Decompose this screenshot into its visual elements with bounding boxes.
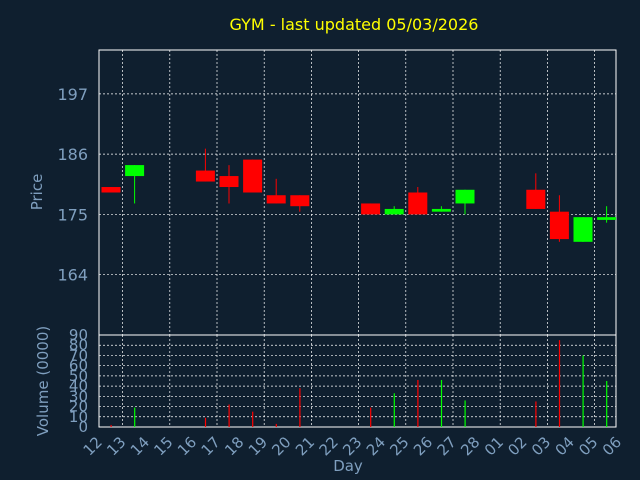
candlesticks bbox=[101, 148, 617, 242]
volume-bar bbox=[393, 393, 395, 427]
candle-body bbox=[266, 195, 286, 204]
x-axis-ticks: 1213141516171819202122232425262728010203… bbox=[80, 433, 625, 459]
candle-body bbox=[549, 211, 569, 240]
volume-bars bbox=[110, 340, 608, 427]
candle-body bbox=[573, 217, 593, 242]
price-grid bbox=[99, 50, 616, 335]
volume-tick-label: 70 bbox=[69, 346, 88, 364]
volume-tick-label: 60 bbox=[69, 357, 88, 375]
candle-body bbox=[219, 176, 239, 188]
volume-bar bbox=[204, 417, 207, 427]
price-tick-label: 175 bbox=[57, 205, 88, 224]
candle-body bbox=[431, 208, 451, 212]
candle-body bbox=[384, 208, 404, 215]
candle-body bbox=[243, 159, 263, 193]
volume-tick-label: 20 bbox=[69, 398, 88, 416]
candle-body bbox=[455, 189, 475, 204]
volume-bar bbox=[275, 423, 277, 427]
price-axis-label: Price bbox=[28, 174, 46, 211]
candle-body bbox=[290, 195, 310, 207]
volume-grid bbox=[99, 334, 616, 428]
volume-tick-label: 0 bbox=[78, 418, 88, 436]
volume-bar bbox=[134, 407, 136, 427]
volume-tick-label: 80 bbox=[69, 336, 88, 354]
chart-title: GYM - last updated 05/03/2026 bbox=[230, 15, 479, 34]
price-y-ticks: 164 175 186 197 bbox=[57, 85, 88, 285]
candle-body bbox=[408, 192, 428, 215]
price-tick-label: 186 bbox=[57, 145, 88, 164]
volume-tick-label: 10 bbox=[69, 408, 88, 426]
volume-axis-label: Volume (0000) bbox=[34, 326, 52, 436]
volume-bar bbox=[606, 381, 608, 427]
volume-panel-frame bbox=[98, 334, 617, 428]
volume-bar bbox=[417, 379, 419, 427]
volume-bar bbox=[228, 404, 230, 427]
volume-tick-label: 40 bbox=[69, 377, 88, 395]
candle-body bbox=[526, 189, 546, 209]
x-axis-label: Day bbox=[333, 457, 363, 475]
price-tick-label: 197 bbox=[57, 85, 88, 104]
candle-body bbox=[101, 187, 121, 193]
candle-body bbox=[597, 217, 617, 220]
price-tick-label: 164 bbox=[57, 266, 88, 285]
volume-bar bbox=[535, 401, 537, 427]
volume-tick-label: 30 bbox=[69, 387, 88, 405]
volume-bar bbox=[582, 355, 584, 427]
candle-body bbox=[125, 165, 145, 177]
volume-bar bbox=[440, 379, 443, 427]
volume-bar bbox=[252, 411, 254, 427]
volume-bar bbox=[464, 400, 466, 427]
candle-body bbox=[195, 170, 215, 182]
candle-body bbox=[361, 203, 381, 215]
volume-bar bbox=[110, 424, 112, 427]
volume-bar bbox=[370, 407, 372, 427]
volume-bar bbox=[299, 388, 301, 427]
volume-tick-label: 90 bbox=[69, 326, 88, 344]
volume-tick-label: 50 bbox=[69, 367, 88, 385]
volume-bar bbox=[558, 340, 561, 427]
